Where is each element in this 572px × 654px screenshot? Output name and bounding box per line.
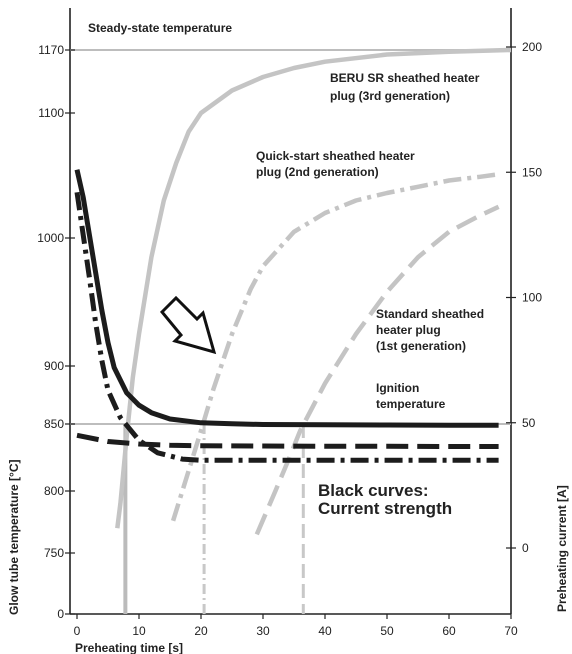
y-right-tick-label-50: 50 [522, 416, 536, 430]
y-left-tick-label-1170: 1170 [38, 43, 64, 57]
y-left-tick-label-1000: 1000 [37, 231, 64, 245]
y-right-tick-label-100: 100 [522, 291, 542, 305]
x-tick-label-30: 30 [256, 624, 270, 638]
curves [74, 47, 512, 536]
series-line-6 [74, 191, 499, 463]
quick-start-label-line2: plug (2nd generation) [256, 165, 379, 179]
x-tick-label-70: 70 [504, 624, 518, 638]
y-axis-right-title: Preheating current [A] [555, 485, 569, 612]
series-line-1 [115, 47, 512, 529]
plot-frame [69, 8, 512, 615]
y-left-tick-label-900: 900 [44, 359, 64, 373]
tick-labels: 0 10 20 30 40 50 60 700750800850900100011001170… [37, 40, 542, 638]
quick-start-label-line1: Quick-start sheathed heater [256, 149, 415, 163]
y-left-tick-label-1100: 1100 [38, 106, 64, 120]
series-line-2 [170, 172, 499, 522]
y-left-tick-label-850: 850 [44, 417, 64, 431]
standard-label-line2: heater plug [376, 323, 441, 337]
arrow-icon [159, 295, 217, 355]
steady-state-label: Steady-state temperature [88, 21, 232, 35]
standard-label-line1: Standard sheathed [376, 307, 484, 321]
black-curves-label-line1: Black curves: [318, 481, 429, 500]
x-axis-title: Preheating time [s] [75, 641, 183, 654]
y-right-tick-label-200: 200 [522, 40, 542, 54]
x-tick-label-40: 40 [318, 624, 332, 638]
x-tick-label-10: 10 [132, 624, 146, 638]
standard-label-line3: (1st generation) [376, 339, 466, 353]
x-tick-label-60: 60 [442, 624, 456, 638]
beru-label-line2: plug (3rd generation) [330, 89, 450, 103]
reference-lines [70, 49, 511, 614]
series-line-3 [254, 204, 500, 536]
y-right-tick-label-150: 150 [522, 165, 542, 179]
ignition-label-line2: temperature [376, 397, 446, 411]
x-tick-label-20: 20 [194, 624, 208, 638]
y-right-tick-label-0: 0 [522, 541, 529, 555]
y-left-tick-label-800: 800 [44, 484, 64, 498]
x-tick-label-50: 50 [380, 624, 394, 638]
black-curves-label-line2: Current strength [318, 499, 452, 518]
y-left-tick-label-750: 750 [44, 546, 64, 560]
ignition-label-line1: Ignition [376, 381, 419, 395]
y-left-tick-label-0: 0 [57, 607, 64, 621]
y-axis-left-title: Glow tube temperature [°C] [7, 460, 21, 615]
series-line-4 [74, 169, 499, 428]
x-tick-label-0: 0 [74, 624, 81, 638]
beru-label-line1: BERU SR sheathed heater [330, 71, 480, 85]
series-line-5 [76, 432, 499, 449]
